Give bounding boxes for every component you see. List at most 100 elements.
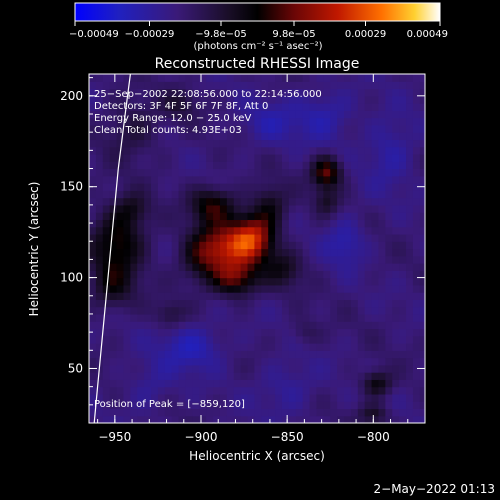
heatmap-cell (323, 74, 331, 82)
heatmap-cell (178, 255, 187, 264)
heatmap-cell (89, 197, 97, 206)
heatmap-cell (357, 313, 366, 322)
heatmap-cell (268, 335, 276, 344)
heatmap-cell (164, 81, 173, 90)
heatmap-cell (164, 212, 173, 221)
heatmap-cell (316, 401, 324, 410)
heatmap-cell (233, 379, 242, 388)
heatmap-cell (364, 401, 373, 410)
heatmap-cell (144, 357, 152, 366)
heatmap-cell (275, 248, 283, 257)
heatmap-cell (281, 81, 290, 90)
heatmap-cell (316, 212, 324, 221)
heatmap-cell (226, 255, 235, 264)
heatmap-cell (130, 292, 138, 300)
heatmap-cell (295, 233, 304, 242)
heatmap-cell (192, 335, 200, 344)
heatmap-cell (419, 248, 425, 257)
heatmap-cell (337, 146, 345, 155)
colorbar-unit-label: (photons cm⁻² s⁻¹ asec⁻²) (193, 41, 322, 52)
heatmap-cell (116, 372, 125, 380)
heatmap-cell (206, 88, 214, 97)
heatmap-cell (240, 372, 249, 380)
heatmap-cell (171, 153, 180, 162)
heatmap-cell (206, 219, 214, 228)
heatmap-cell (275, 153, 283, 162)
heatmap-cell (192, 292, 200, 300)
heatmap-cell (247, 81, 256, 90)
heatmap-cell (288, 146, 297, 155)
plot-frame (88, 73, 426, 424)
heatmap-cell (392, 372, 400, 380)
heatmap-cell (199, 313, 207, 322)
heatmap-cell (316, 161, 324, 170)
heatmap-cell (123, 350, 131, 359)
heatmap-cell (309, 408, 318, 417)
heatmap-cell (350, 117, 359, 126)
heatmap-cell (240, 175, 249, 184)
heatmap-cell (302, 306, 311, 315)
heatmap-cell (275, 372, 283, 380)
heatmap-cell (378, 124, 386, 133)
heatmap-cell (302, 415, 311, 423)
heatmap-cell (102, 364, 111, 373)
heatmap-cell (185, 393, 193, 402)
heatmap-cell (116, 117, 125, 126)
heatmap-cell (151, 175, 159, 184)
heatmap-cell (185, 95, 193, 104)
heatmap-cell (199, 415, 207, 423)
heatmap-cell (419, 168, 425, 177)
heatmap-cell (178, 328, 187, 337)
heatmap-cell (344, 415, 352, 423)
heatmap-cell (219, 372, 228, 380)
heatmap-cell (406, 146, 414, 155)
heatmap-cell (323, 328, 331, 337)
heatmap-cell (130, 408, 138, 417)
heatmap-cell (412, 95, 421, 104)
heatmap-cell (392, 132, 400, 141)
heatmap-cell (199, 139, 207, 148)
heatmap-cell (226, 350, 235, 359)
heatmap-cell (364, 255, 373, 264)
heatmap-cell (399, 328, 407, 337)
heatmap-cell (371, 226, 380, 235)
heatmap-cell (302, 328, 311, 337)
heatmap-cell (116, 343, 125, 351)
heatmap-cell (109, 88, 118, 97)
heatmap-cell (323, 117, 331, 126)
heatmap-cell (350, 190, 359, 199)
heatmap-cell (109, 204, 118, 213)
heatmap-cell (357, 161, 366, 170)
heatmap-cell (399, 161, 407, 170)
heatmap-cell (123, 212, 131, 221)
heatmap-cell (399, 248, 407, 257)
heatmap-cell (116, 74, 125, 82)
heatmap-cell (419, 263, 425, 271)
heatmap-cell (344, 364, 352, 373)
heatmap-cell (130, 204, 138, 213)
heatmap-cell (95, 110, 104, 119)
heatmap-cell (281, 270, 290, 279)
heatmap-cell (233, 335, 242, 344)
heatmap-cell (213, 379, 221, 388)
heatmap-cell (295, 299, 304, 308)
heatmap-cell (233, 372, 242, 380)
heatmap-cell (226, 139, 235, 148)
heatmap-cell (385, 233, 393, 242)
heatmap-cell (226, 335, 235, 344)
heatmap-cell (116, 139, 125, 148)
heatmap-cell (344, 379, 352, 388)
heatmap-cell (199, 372, 207, 380)
heatmap-cell (199, 299, 207, 308)
heatmap-cell (192, 139, 200, 148)
heatmap-cell (316, 284, 324, 293)
heatmap-cell (323, 103, 331, 111)
heatmap-cell (378, 401, 386, 410)
heatmap-cell (412, 81, 421, 90)
heatmap-cell (185, 372, 193, 380)
heatmap-cell (419, 284, 425, 293)
heatmap-cell (302, 74, 311, 82)
heatmap-cell (371, 299, 380, 308)
heatmap-cell (275, 321, 283, 330)
heatmap-cell (226, 117, 235, 126)
